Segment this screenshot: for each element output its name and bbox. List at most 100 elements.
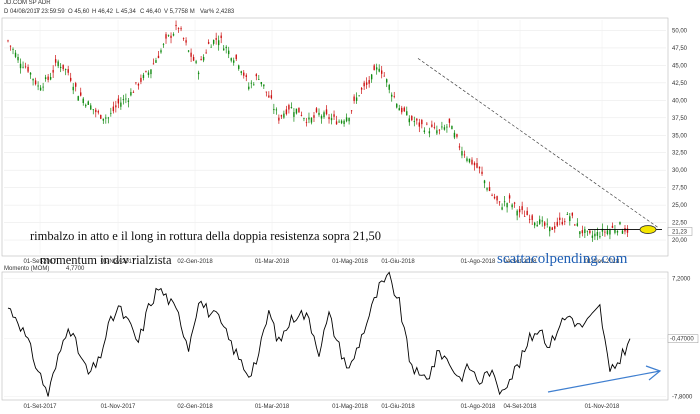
candle-body bbox=[308, 117, 310, 120]
candle-body bbox=[353, 96, 355, 101]
candle-body bbox=[609, 229, 611, 235]
candle-body bbox=[523, 215, 526, 217]
candle-body bbox=[278, 117, 280, 121]
candle-body bbox=[506, 203, 508, 208]
candle-body bbox=[220, 35, 222, 39]
price-y-tick: 35,00 bbox=[672, 133, 688, 139]
candle-body bbox=[383, 75, 385, 77]
candle-body bbox=[305, 121, 308, 123]
candle-body bbox=[446, 126, 448, 128]
price-y-tick: 25,00 bbox=[672, 203, 688, 209]
candle-body bbox=[202, 56, 205, 61]
candle-body bbox=[27, 66, 29, 72]
candle-body bbox=[498, 201, 501, 203]
candle-body bbox=[443, 127, 446, 130]
candle-body bbox=[559, 217, 561, 220]
candle-body bbox=[85, 104, 87, 107]
candle-body bbox=[42, 86, 44, 88]
candle-body bbox=[601, 228, 604, 232]
candle-body bbox=[233, 60, 235, 63]
candle-body bbox=[596, 231, 599, 236]
candle-body bbox=[413, 121, 416, 123]
candle-body bbox=[310, 117, 313, 123]
candle-body bbox=[54, 59, 57, 63]
candle-body bbox=[594, 233, 596, 237]
candle-body bbox=[426, 123, 428, 125]
candle-body bbox=[569, 216, 571, 222]
candle-body bbox=[436, 130, 438, 134]
candle-body bbox=[448, 118, 451, 123]
candle-body bbox=[283, 113, 285, 118]
candle-body bbox=[368, 80, 370, 84]
candle-body bbox=[230, 58, 232, 61]
candle-body bbox=[401, 107, 403, 113]
divergence-arrow bbox=[547, 365, 662, 393]
candle-body bbox=[616, 230, 619, 233]
candle-body bbox=[358, 95, 360, 97]
price-x-tick: 01-Set-2017 bbox=[23, 259, 57, 265]
candle-body bbox=[197, 72, 200, 75]
price-gridlines bbox=[4, 20, 666, 254]
candle-body bbox=[77, 96, 79, 101]
candle-body bbox=[325, 109, 328, 115]
candle-body bbox=[44, 77, 47, 80]
candle-body bbox=[255, 74, 257, 77]
price-y-tick: 30,00 bbox=[672, 168, 688, 174]
candle-body bbox=[132, 92, 135, 93]
candle-body bbox=[177, 28, 180, 29]
last-price-label: 21,23 bbox=[672, 229, 688, 235]
candle-body bbox=[243, 72, 245, 76]
price-x-tick: 01-Nov-2017 bbox=[101, 259, 136, 265]
candle-body bbox=[155, 60, 157, 63]
candle-body bbox=[335, 121, 338, 125]
candle-body bbox=[258, 79, 260, 81]
candle-body bbox=[82, 98, 84, 104]
candle-body bbox=[34, 80, 37, 85]
annotation-breakout: rimbalzo in atto e il long in rottura de… bbox=[30, 229, 381, 243]
candle-body bbox=[473, 162, 476, 166]
candle-body bbox=[170, 35, 172, 38]
header-symbol: JD.COM SP ADR bbox=[4, 0, 51, 6]
candle-body bbox=[330, 118, 333, 121]
price-y-tick: 47,50 bbox=[672, 46, 688, 52]
momentum-y-tick: 7,2000 bbox=[672, 276, 691, 282]
price-x-axis: 01-Set-2017 01-Nov-2017 02-Gen-2018 01-Mar-… bbox=[23, 259, 620, 265]
candle-body bbox=[190, 52, 192, 57]
candle-body bbox=[127, 100, 130, 102]
candle-body bbox=[478, 166, 481, 169]
candle-body bbox=[120, 102, 122, 107]
candle-body bbox=[466, 158, 468, 161]
candle-body bbox=[24, 66, 27, 68]
chart-header-values: D 04/08/2017 T 23:59:59 O 45,60 H 46,42 … bbox=[4, 9, 235, 15]
candle-body bbox=[200, 59, 202, 61]
candle-body bbox=[438, 129, 441, 131]
candle-body bbox=[117, 98, 120, 104]
candle-body bbox=[533, 222, 536, 226]
candle-body bbox=[150, 69, 152, 75]
candle-body bbox=[554, 226, 556, 229]
candle-body bbox=[453, 132, 456, 138]
candle-body bbox=[273, 108, 275, 111]
candle-body bbox=[235, 54, 237, 60]
candle-body bbox=[125, 98, 127, 100]
header-low: L 45,34 bbox=[116, 9, 136, 15]
price-x-tick: 01-Mar-2018 bbox=[255, 259, 290, 265]
candle-body bbox=[70, 77, 72, 81]
brand-watermark: scattacolpending.com bbox=[497, 251, 628, 267]
candle-body bbox=[340, 120, 343, 124]
candle-body bbox=[222, 48, 225, 51]
candle-body bbox=[571, 212, 574, 216]
candle-body bbox=[112, 106, 115, 112]
candle-body bbox=[39, 87, 42, 91]
momentum-x-tick: 04-Set-2018 bbox=[503, 404, 537, 410]
candle-body bbox=[49, 76, 52, 80]
candle-body bbox=[388, 84, 390, 90]
momentum-x-tick: 01-Nov-2017 bbox=[101, 404, 136, 410]
candle-body bbox=[365, 82, 368, 85]
candle-body bbox=[458, 146, 461, 148]
candle-body bbox=[245, 75, 247, 77]
candle-body bbox=[238, 65, 240, 69]
candle-body bbox=[604, 231, 606, 233]
candle-body bbox=[531, 215, 533, 220]
candle-body bbox=[263, 84, 265, 87]
